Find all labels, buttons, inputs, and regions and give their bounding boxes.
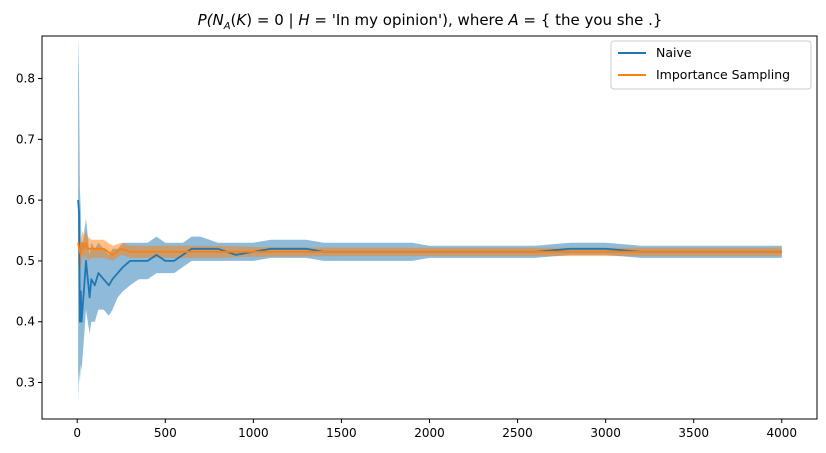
- x-tick-label: 2500: [502, 426, 533, 440]
- x-tick-label: 2000: [414, 426, 445, 440]
- x-axis: 0 500 1000 1500 2000 2500 3000 3500 4000: [73, 419, 797, 440]
- series-line-importance-sampling: [77, 241, 782, 256]
- legend-box: [610, 40, 812, 90]
- x-tick-label: 0: [73, 426, 81, 440]
- y-tick-label: 0.5: [16, 254, 35, 268]
- y-tick-label: 0.7: [16, 132, 35, 146]
- x-tick-label: 500: [154, 426, 177, 440]
- y-tick-label: 0.6: [16, 193, 35, 207]
- legend-label-importance-sampling: Importance Sampling: [656, 67, 790, 82]
- y-axis: 0.3 0.4 0.5 0.6 0.7 0.8: [16, 72, 42, 390]
- x-tick-label: 3000: [590, 426, 621, 440]
- x-tick-label: 1000: [238, 426, 269, 440]
- y-tick-label: 0.3: [16, 376, 35, 390]
- x-tick-label: 1500: [326, 426, 357, 440]
- confidence-band-importance-sampling: [78, 224, 782, 267]
- y-tick-label: 0.8: [16, 72, 35, 86]
- legend-label-naive: Naive: [656, 45, 692, 60]
- x-tick-label: 3500: [678, 426, 709, 440]
- chart-title: P(NA(K) = 0 | H = 'In my opinion'), wher…: [198, 11, 663, 32]
- y-tick-label: 0.4: [16, 315, 35, 329]
- plot-area: [77, 36, 782, 401]
- x-tick-label: 4000: [766, 426, 797, 440]
- legend: Naive Importance Sampling: [610, 40, 812, 90]
